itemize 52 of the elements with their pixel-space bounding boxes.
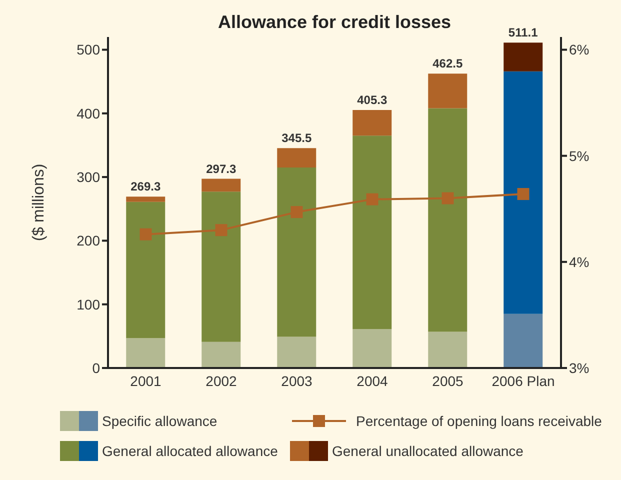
bar	[202, 178, 241, 192]
point	[442, 192, 454, 204]
bar	[126, 196, 166, 202]
x-tick-label: 2003	[281, 372, 313, 389]
bar	[277, 336, 316, 368]
bar	[126, 202, 166, 338]
y-axis-title: ($ millions)	[30, 164, 48, 242]
total-label: 269.3	[130, 180, 161, 194]
point	[517, 188, 530, 200]
y-tick-label: 500	[76, 42, 100, 58]
total-label: 511.1	[508, 26, 538, 40]
y-tick-label: 0	[92, 360, 100, 376]
y2-tick-label: 4%	[569, 254, 590, 270]
bar	[352, 136, 392, 330]
bar	[504, 314, 543, 368]
y2-tick-label: 6%	[569, 42, 590, 58]
bar	[504, 42, 543, 72]
total-label: 462.5	[432, 56, 463, 71]
y-tick-label: 400	[76, 105, 100, 122]
point	[290, 206, 303, 218]
y2-tick-label: 3%	[569, 360, 590, 376]
point	[215, 224, 228, 236]
legend-label: General allocated allowance	[102, 443, 278, 459]
point	[366, 193, 378, 206]
legend-label: Percentage of opening loans receivable	[356, 413, 602, 429]
total-label: 345.5	[282, 131, 312, 146]
legend-label: General unallocated allowance	[332, 443, 524, 459]
x-tick-label: 2005	[432, 372, 464, 389]
bar	[277, 167, 316, 337]
legend-label: Specific allowance	[102, 413, 218, 429]
total-label: 297.3	[206, 162, 236, 176]
chart-title: Allowance for credit losses	[218, 12, 452, 32]
bar	[352, 329, 392, 368]
bar	[277, 148, 316, 168]
y-tick-label: 100	[76, 296, 100, 312]
x-tick-label: 2006 Plan	[492, 372, 555, 389]
y2-tick-label: 5%	[569, 148, 590, 164]
total-label: 405.3	[357, 93, 388, 108]
bar	[428, 332, 468, 368]
x-tick-label: 2001	[130, 372, 162, 389]
point	[140, 228, 152, 240]
bar	[202, 342, 241, 368]
x-tick-label: 2004	[356, 372, 388, 389]
bar	[428, 108, 468, 332]
y-tick-label: 200	[76, 232, 100, 249]
bar	[352, 110, 392, 136]
bar	[202, 192, 241, 342]
bar	[504, 71, 543, 314]
y-tick-label: 300	[76, 169, 100, 186]
bar	[126, 338, 166, 368]
x-tick-label: 2002	[206, 372, 238, 389]
bar	[428, 74, 468, 108]
